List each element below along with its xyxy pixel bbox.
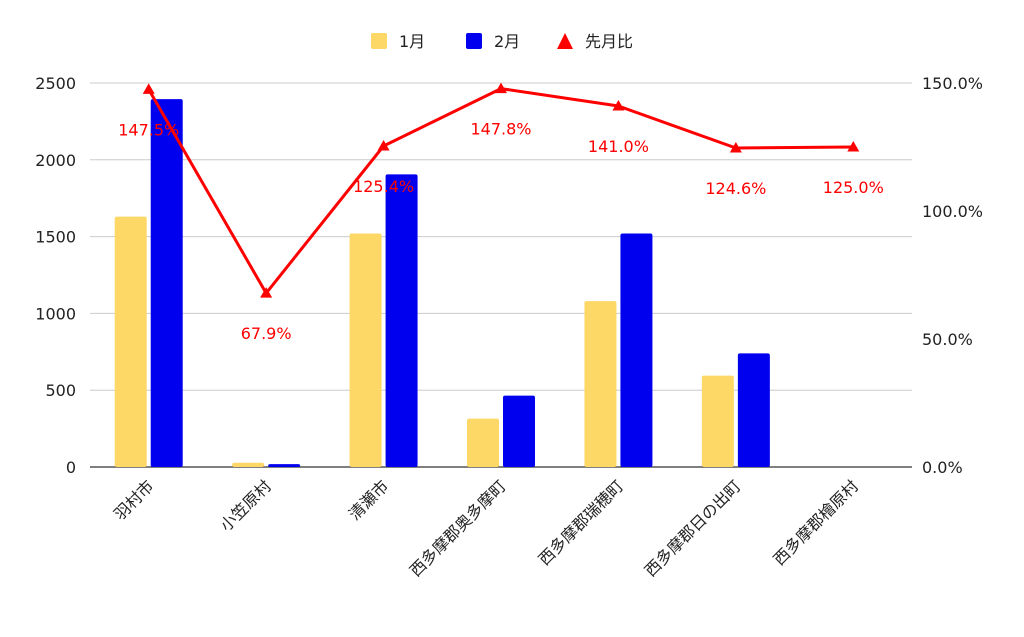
grid-lines xyxy=(90,82,912,468)
legend-label: 2月 xyxy=(494,32,520,51)
ratio-data-label: 147.8% xyxy=(470,120,531,139)
ratio-point xyxy=(612,100,625,111)
category-label: 清瀬市 xyxy=(345,476,392,523)
bar-2月-西多摩郡奥多摩町 xyxy=(503,395,535,467)
ratio-point xyxy=(729,142,742,153)
bar-1月-西多摩郡瑞穂町 xyxy=(584,301,617,467)
category-label: 西多摩郡日の出町 xyxy=(641,476,745,580)
bar-1月-西多摩郡日の出町 xyxy=(701,375,734,467)
category-label: 羽村市 xyxy=(110,476,157,523)
legend-swatch-2月 xyxy=(466,33,482,49)
left-axis-ticks: 0 500 1000 1500 2000 2500 xyxy=(35,74,76,477)
left-tick-label: 1500 xyxy=(35,228,76,247)
ratio-data-label: 67.9% xyxy=(241,324,292,343)
left-tick-label: 0 xyxy=(66,458,76,477)
bar-1月-清瀬市 xyxy=(349,233,382,467)
ratio-point xyxy=(495,82,507,94)
bar-2月-清瀬市 xyxy=(385,174,418,467)
ratio-point xyxy=(847,141,860,152)
category-label: 小笠原村 xyxy=(216,476,275,535)
legend-swatch-1月 xyxy=(371,33,387,49)
legend-label: 先月比 xyxy=(585,32,633,51)
category-labels: 羽村市 小笠原村 清瀬市 西多摩郡奥多摩町 西多摩郡瑞穂町 西多摩郡日の出町 西多摩郡檜原村 xyxy=(110,476,862,580)
ratio-data-labels: 147.5% 67.9% 125.4% 147.8% 141.0% 124.6% 125.0… xyxy=(118,120,884,344)
right-tick-label: 150.0% xyxy=(922,74,983,93)
bar-2月-羽村市 xyxy=(150,99,183,468)
legend-marker-先月比 xyxy=(557,33,573,49)
ratio-data-label: 147.5% xyxy=(118,120,179,139)
bar-1月-西多摩郡奥多摩町 xyxy=(467,418,499,467)
category-label: 西多摩郡瑞穂町 xyxy=(535,476,628,569)
category-label: 西多摩郡檜原村 xyxy=(769,476,862,569)
bar-1月-小笠原村 xyxy=(232,462,265,467)
bar-2月-小笠原村 xyxy=(268,464,301,467)
ratio-data-label: 125.4% xyxy=(353,177,414,196)
right-tick-label: 100.0% xyxy=(922,202,983,221)
bar-2月-西多摩郡瑞穂町 xyxy=(620,233,653,467)
ratio-point xyxy=(260,287,273,298)
ratio-point xyxy=(142,83,155,94)
ratio-line-series xyxy=(142,82,860,298)
left-tick-label: 1000 xyxy=(35,304,76,323)
bar-1月-羽村市 xyxy=(114,216,147,467)
left-tick-label: 2500 xyxy=(35,74,76,93)
right-axis-ticks: 0.0% 50.0% 100.0% 150.0% xyxy=(922,74,983,477)
category-label: 西多摩郡奥多摩町 xyxy=(406,476,510,580)
right-tick-label: 50.0% xyxy=(922,330,973,349)
ratio-data-label: 141.0% xyxy=(588,137,649,156)
bar-series xyxy=(114,99,770,468)
ratio-data-label: 124.6% xyxy=(705,179,766,198)
legend-label: 1月 xyxy=(399,32,425,51)
legend: 1月 2月 先月比 xyxy=(371,32,633,51)
left-tick-label: 500 xyxy=(45,381,76,400)
ratio-data-label: 125.0% xyxy=(823,178,884,197)
bar-2月-西多摩郡日の出町 xyxy=(737,353,770,467)
left-tick-label: 2000 xyxy=(35,151,76,170)
ratio-point xyxy=(377,139,390,151)
right-tick-label: 0.0% xyxy=(922,458,963,477)
